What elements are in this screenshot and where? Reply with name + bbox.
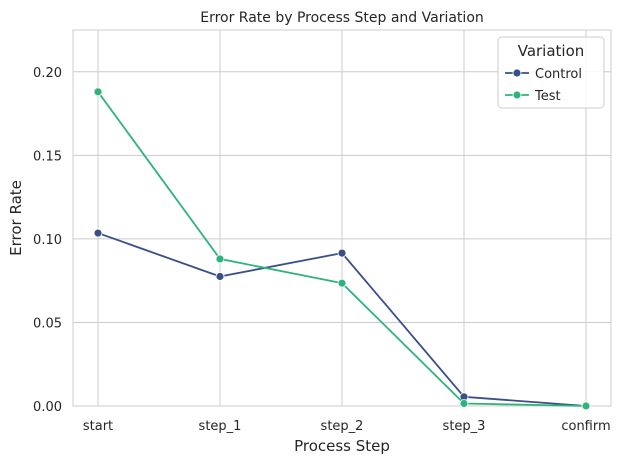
legend: Variation Control Test bbox=[497, 36, 605, 109]
y-tick-label: 0.10 bbox=[33, 233, 62, 248]
y-tick-labels: 0.00 0.05 0.10 0.15 0.20 bbox=[33, 66, 62, 415]
chart-title: Error Rate by Process Step and Variation bbox=[200, 10, 484, 26]
data-point bbox=[215, 272, 225, 281]
x-tick-labels: start step_1 step_2 step_3 confirm bbox=[83, 419, 611, 434]
y-tick-label: 0.00 bbox=[33, 400, 62, 415]
x-tick-label: start bbox=[83, 419, 113, 434]
legend-item: Test bbox=[505, 89, 561, 104]
legend-title: Variation bbox=[518, 42, 585, 60]
x-tick-label: step_2 bbox=[321, 419, 364, 434]
legend-label: Control bbox=[535, 67, 582, 82]
data-point bbox=[93, 228, 103, 238]
legend-label: Test bbox=[534, 89, 561, 104]
data-point bbox=[337, 278, 347, 288]
y-tick-label: 0.05 bbox=[33, 316, 62, 331]
plot-frame bbox=[72, 29, 612, 407]
data-point bbox=[337, 248, 347, 258]
y-tick-label: 0.20 bbox=[33, 66, 62, 81]
x-tick-label: step_1 bbox=[199, 419, 242, 434]
data-point bbox=[459, 399, 469, 408]
x-axis-label: Process Step bbox=[294, 437, 390, 455]
legend-swatch-marker bbox=[512, 68, 522, 78]
y-tick-label: 0.15 bbox=[33, 149, 62, 164]
legend-swatch-marker bbox=[512, 90, 522, 100]
series-layer bbox=[93, 87, 591, 411]
series-test bbox=[93, 87, 591, 411]
data-point bbox=[93, 87, 103, 97]
legend-items: Control Test bbox=[505, 67, 582, 104]
x-tick-label: step_3 bbox=[443, 419, 486, 434]
y-axis-label: Error Rate bbox=[7, 180, 25, 256]
legend-item: Control bbox=[505, 67, 582, 82]
data-point bbox=[581, 401, 591, 411]
legend-box bbox=[497, 36, 605, 109]
x-tick-label: confirm bbox=[561, 419, 610, 434]
data-point bbox=[215, 254, 225, 264]
